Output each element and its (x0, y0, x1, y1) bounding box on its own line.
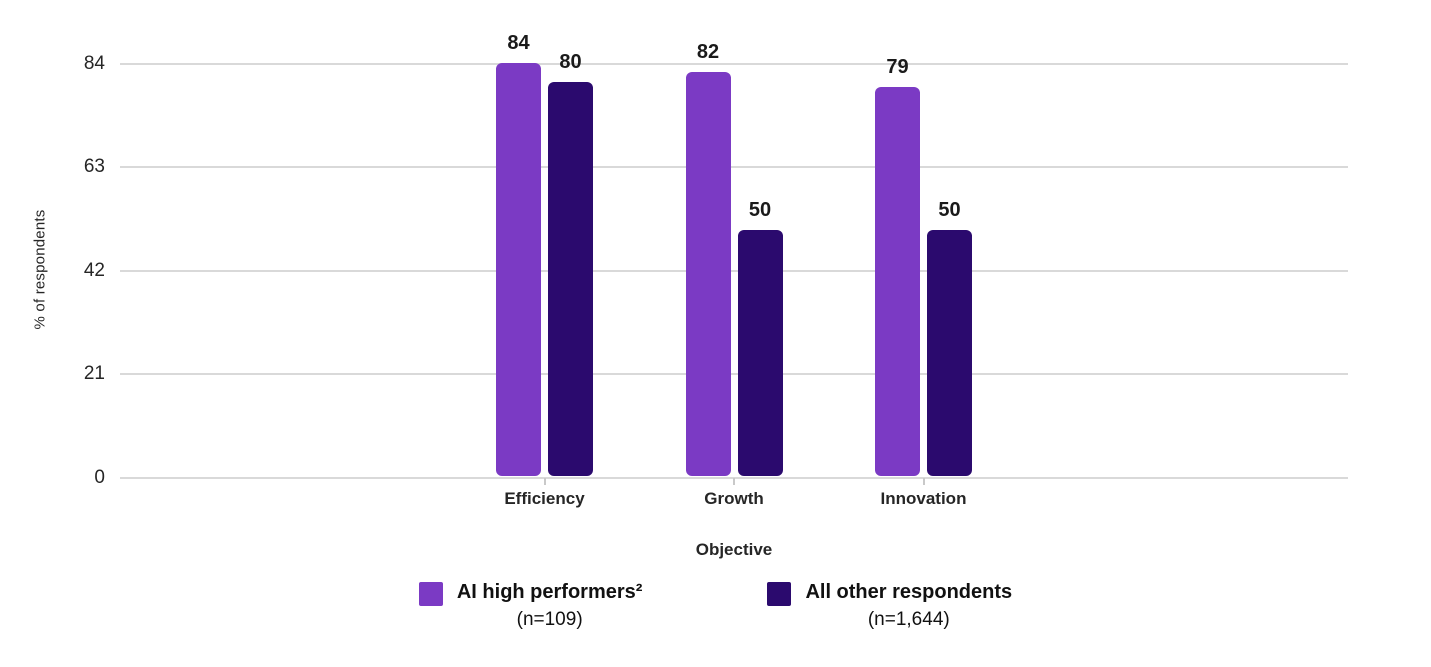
legend-text: All other respondents (n=1,644) (805, 579, 1012, 632)
legend-swatch-1 (418, 582, 443, 606)
bar-growth-series-1 (685, 72, 731, 476)
bar-efficiency-series-2 (548, 82, 593, 476)
legend-sample-size: (n=109) (516, 609, 583, 630)
bar-value-label: 50 (938, 198, 961, 221)
y-tick-label: 63 (83, 156, 105, 178)
bar-innovation-series-2 (927, 229, 972, 476)
legend-item-2: All other respondents (n=1,644) (767, 579, 1012, 632)
category-label-efficiency: Efficiency (504, 489, 585, 508)
category-label-innovation: Innovation (880, 489, 967, 508)
legend-item-1: AI high performers² (n=109) (418, 579, 643, 632)
legend-text: AI high performers² (n=109) (457, 579, 643, 632)
x-axis-tick (733, 477, 735, 485)
legend-series-name: AI high performers² (456, 581, 643, 603)
legend-series-name: All other respondents (805, 581, 1013, 603)
bar-value-label: 80 (559, 51, 582, 74)
gridline-y-63 (120, 166, 1348, 169)
gridline-y-84 (120, 63, 1348, 65)
x-axis-tick (922, 477, 925, 485)
legend-sample-size: (n=1,644) (867, 609, 950, 630)
bar-value-label: 82 (696, 41, 720, 64)
legend-swatch-2 (767, 582, 792, 606)
chart-legend: AI high performers² (n=109) All other resp… (0, 579, 1431, 632)
y-tick-label: 42 (83, 259, 105, 281)
gridline-y-21 (120, 373, 1348, 376)
bar-value-label: 84 (507, 31, 530, 54)
gridline-y-42 (120, 269, 1348, 272)
y-tick-label: 84 (83, 53, 105, 74)
x-axis-title: Objective (695, 540, 773, 559)
y-tick-label: 0 (94, 466, 105, 488)
category-label-growth: Growth (704, 489, 764, 508)
bar-value-label: 79 (886, 56, 909, 79)
x-axis-tick (543, 477, 546, 485)
bar-growth-series-2 (737, 229, 783, 476)
bar-efficiency-series-1 (496, 62, 541, 476)
plot-area (120, 62, 1348, 479)
bar-innovation-series-1 (875, 87, 920, 476)
y-tick-label: 21 (83, 363, 105, 385)
bar-value-label: 50 (748, 198, 772, 221)
